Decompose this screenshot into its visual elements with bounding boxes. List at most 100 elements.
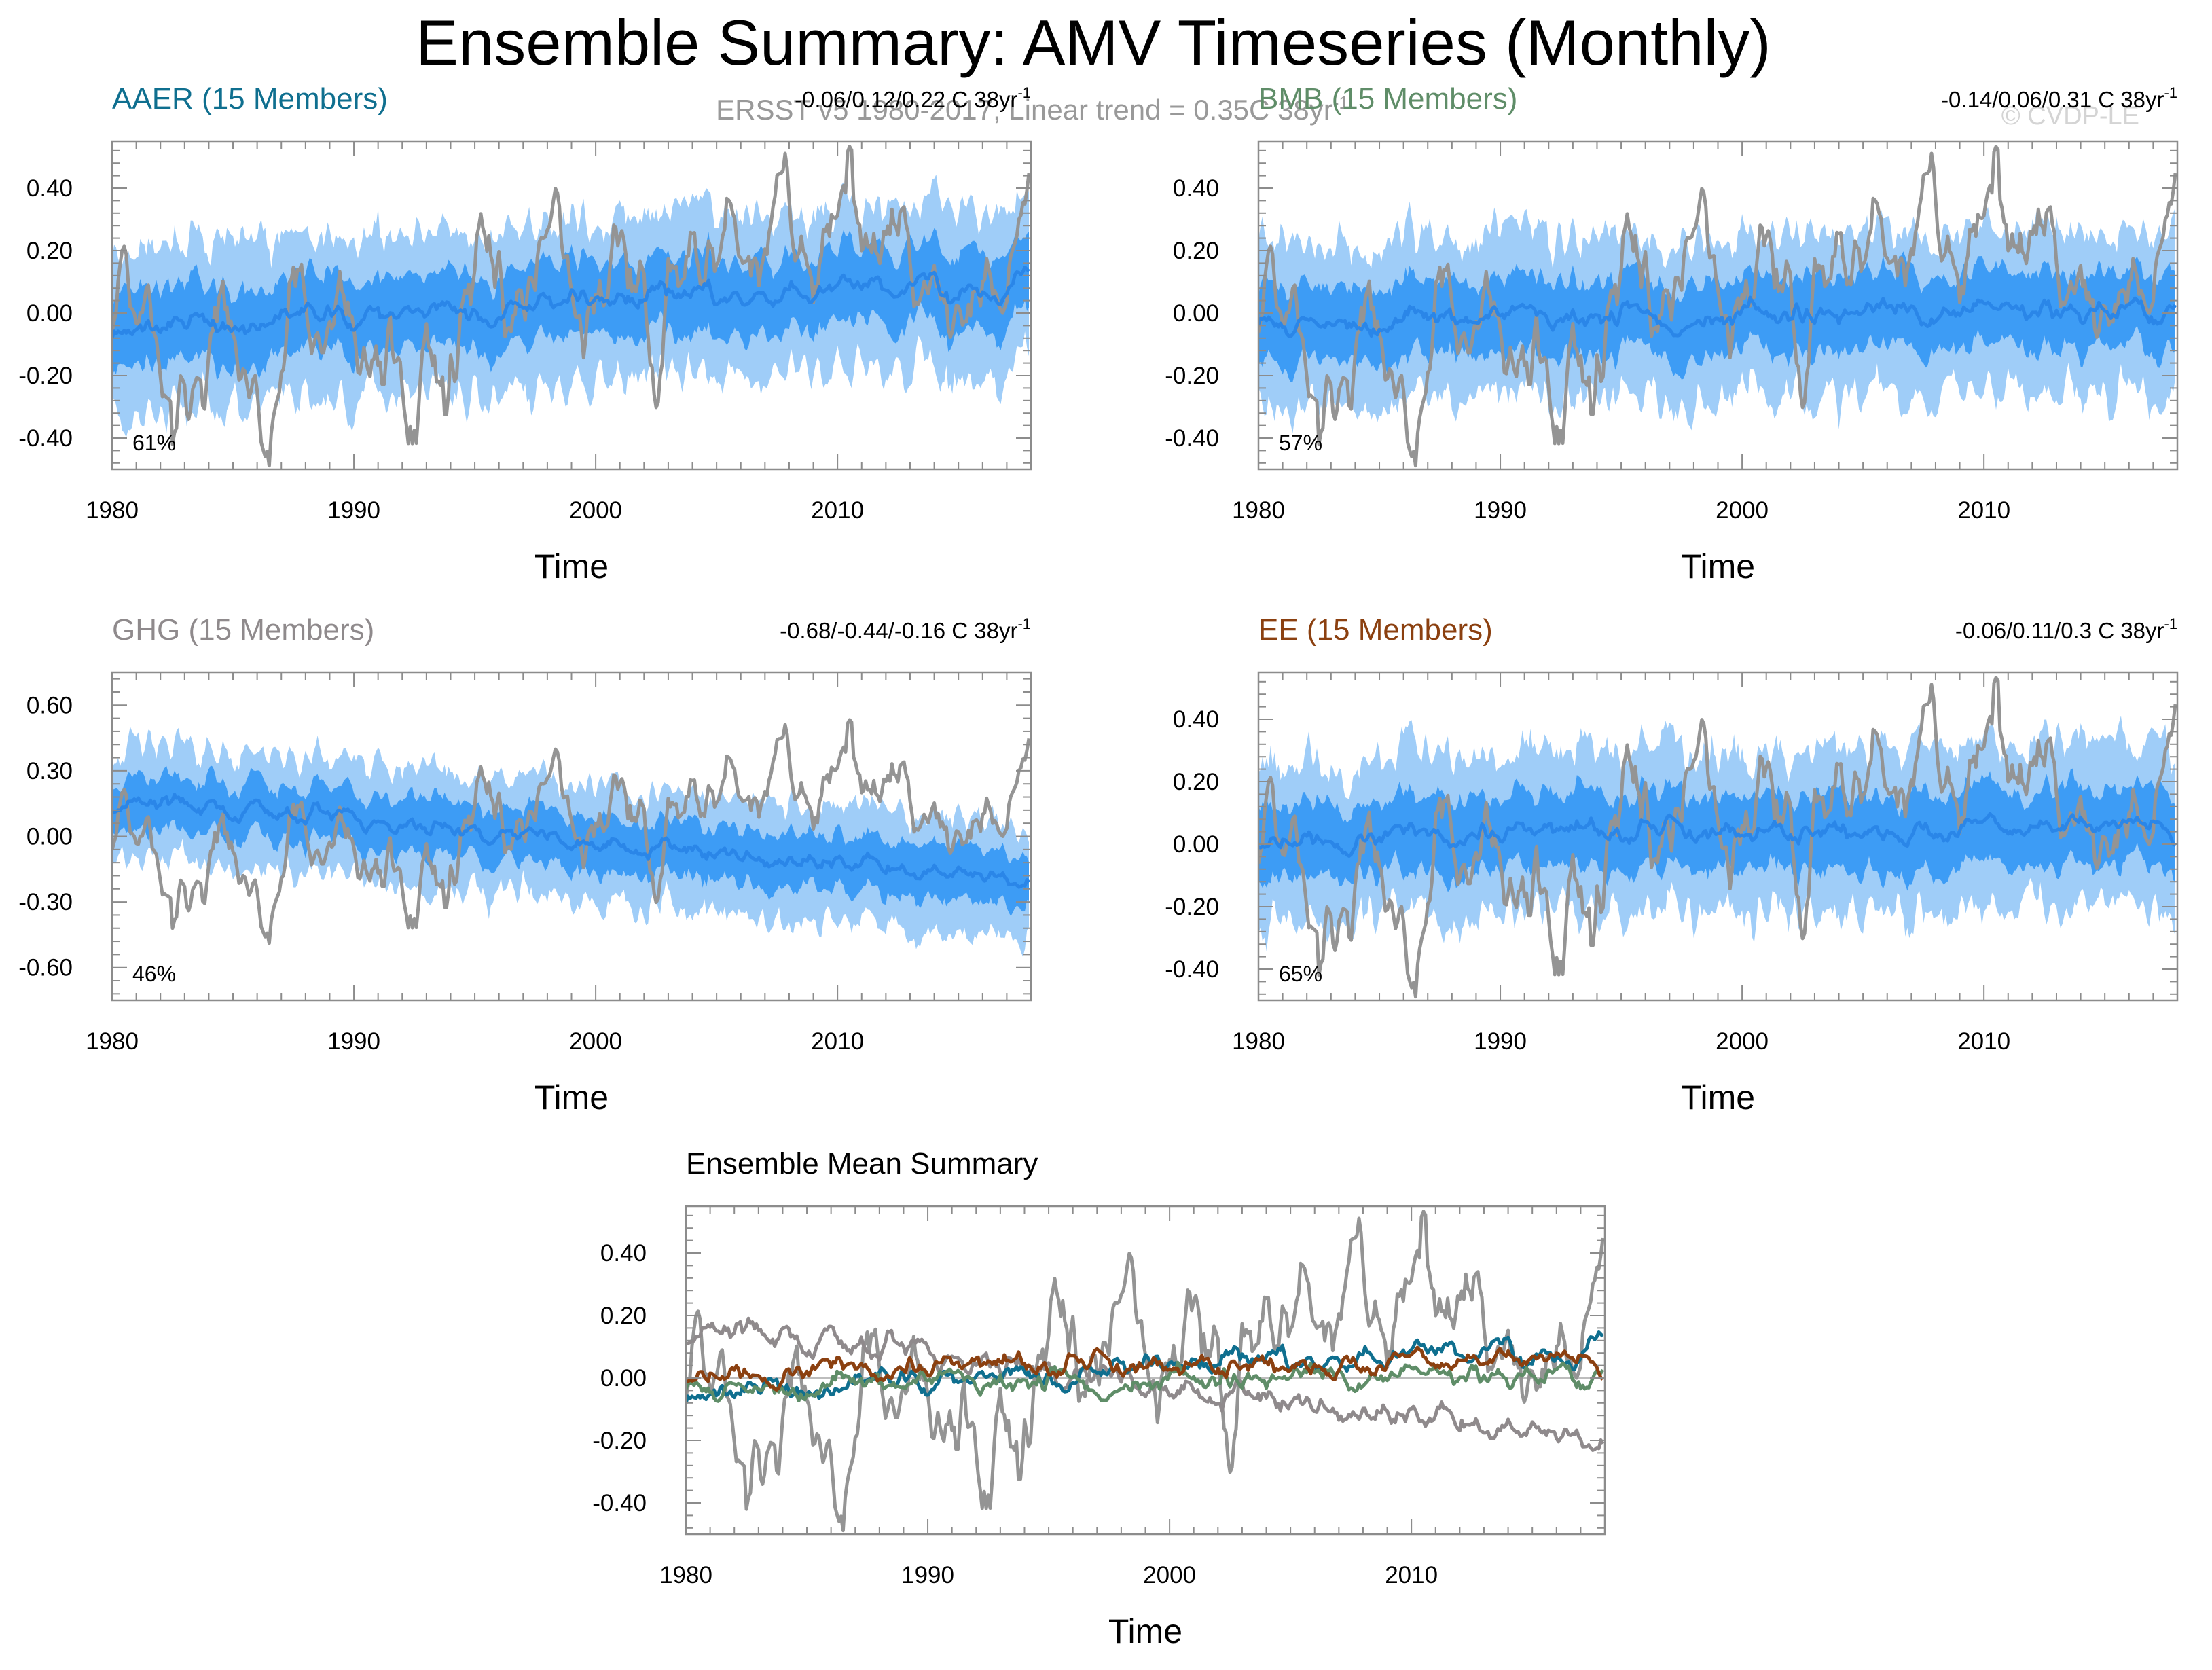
- xtick-label: 2010: [811, 497, 864, 524]
- ens-mean-line-AAER: [112, 266, 1030, 339]
- summary-line-GHG: [686, 1316, 1605, 1452]
- xtick-label: 2010: [1957, 1028, 2010, 1055]
- x-axis-title: Time: [534, 1078, 609, 1117]
- ens-mean-line-EE: [1258, 812, 2177, 858]
- summary-line-observed: [686, 1210, 1605, 1533]
- xtick-label: 1990: [901, 1562, 954, 1589]
- plot-area-AAER: [112, 145, 1031, 468]
- watermark: © CVDP-LE: [2001, 102, 2139, 130]
- xtick-label: 1990: [327, 1028, 380, 1055]
- ytick-label: 0.40: [26, 175, 73, 202]
- xtick-label: 2010: [811, 1028, 864, 1055]
- summary-line-AAER: [686, 1330, 1604, 1404]
- summary-line-EE: [686, 1345, 1604, 1392]
- ens-mean-line-GHG: [112, 793, 1030, 889]
- xtick-label: 1980: [86, 1028, 139, 1055]
- spread-band-inner-BMB: [1258, 251, 2175, 382]
- plot-area-GHG: [112, 718, 1031, 957]
- xtick-label: 2010: [1385, 1562, 1438, 1589]
- trend-exponent: -1: [1017, 615, 1031, 632]
- ytick-label: -0.40: [18, 425, 73, 452]
- trend-exponent: -1: [1017, 84, 1031, 101]
- xtick-label: 1990: [327, 497, 380, 524]
- percent-label: 46%: [132, 962, 176, 986]
- trend-label: -0.06/0.11/0.3 C 38yr-1: [1955, 615, 2177, 643]
- percent-label: 57%: [1279, 431, 1322, 455]
- ytick-label: -0.20: [18, 363, 73, 389]
- panel-ensemble-mean: 1980 1990 2000 2010 -0.40 -0.20 0.00 0.20 0.40 Ti…: [592, 1147, 1606, 1650]
- summary-line-BMB: [686, 1360, 1605, 1403]
- spread-band-inner-AAER: [112, 228, 1029, 380]
- spread-band-inner-EE: [1258, 768, 2175, 892]
- ytick-label: 0.20: [1173, 769, 1219, 795]
- xtick-label: 1990: [1474, 497, 1527, 524]
- xtick-label: 1980: [1232, 497, 1285, 524]
- main-title: Ensemble Summary: AMV Timeseries (Monthl…: [416, 7, 1771, 78]
- trend-value: -0.68/-0.44/-0.16 C 38yr: [780, 618, 1017, 643]
- plot-area-BMB: [1258, 145, 2177, 468]
- ytick-label: -0.20: [592, 1428, 647, 1454]
- trend-label: -0.68/-0.44/-0.16 C 38yr-1: [780, 615, 1031, 643]
- xtick-label: 2000: [569, 1028, 622, 1055]
- xtick-label: 2000: [569, 497, 622, 524]
- trend-value: -0.06/0.11/0.3 C 38yr: [1955, 618, 2164, 643]
- frame-ensemble-mean: [685, 1205, 1606, 1536]
- ytick-label: 0.30: [26, 758, 73, 784]
- panel-BMB: 1980 1990 2000 2010 -0.40 -0.20 0.00 0.20 0.40 Ti…: [1165, 82, 2179, 585]
- ytick-label: 0.00: [26, 300, 73, 327]
- panel-AAER: 1980 1990 2000 2010 -0.40 -0.20 0.00 0.20 0.40 Ti…: [18, 82, 1032, 585]
- obs-subtitle: ERSST v5 1980-2017, Linear trend = 0.35C…: [716, 92, 1349, 126]
- xtick-label: 1980: [1232, 1028, 1285, 1055]
- ytick-label: 0.40: [1173, 175, 1219, 202]
- panel-title: EE (15 Members): [1258, 613, 1493, 647]
- ytick-label: -0.20: [1165, 363, 1219, 389]
- obs-subtitle-exponent: -1: [1333, 92, 1349, 113]
- spread-band-inner-GHG: [112, 765, 1029, 916]
- ytick-label: 0.00: [26, 824, 73, 850]
- ytick-label: -0.20: [1165, 894, 1219, 920]
- ytick-label: -0.40: [1165, 425, 1219, 452]
- xtick-label: 2000: [1143, 1562, 1196, 1589]
- ytick-label: -0.30: [18, 889, 73, 915]
- ytick-label: 0.20: [26, 238, 73, 264]
- trend-exponent: -1: [2164, 84, 2177, 101]
- plot-area-ensemble-mean: [686, 1210, 1605, 1533]
- trend-label: -0.14/0.06/0.31 C 38yr-1: [1941, 84, 2177, 112]
- panel-EE: 1980 1990 2000 2010 -0.40 -0.20 0.00 0.20 0.40 Ti…: [1165, 613, 2179, 1117]
- xtick-label: 1990: [1474, 1028, 1527, 1055]
- trend-value: -0.06/0.12/0.22 C 38yr: [795, 87, 1017, 112]
- panel-title: Ensemble Mean Summary: [686, 1147, 1038, 1180]
- panels: 1980 1990 2000 2010 -0.40 -0.20 0.00 0.20 0.40 Ti…: [18, 82, 2179, 1650]
- ytick-label: 0.40: [600, 1240, 647, 1267]
- xtick-label: 2000: [1716, 497, 1769, 524]
- x-axis-title: Time: [1681, 1078, 1755, 1117]
- plot-area-EE: [1258, 676, 2177, 999]
- trend-label: -0.06/0.12/0.22 C 38yr-1: [795, 84, 1031, 112]
- xtick-label: 2000: [1716, 1028, 1769, 1055]
- panel-title: AAER (15 Members): [112, 82, 388, 115]
- panel-title: GHG (15 Members): [112, 613, 374, 647]
- ytick-label: 0.00: [1173, 831, 1219, 858]
- trend-value: -0.14/0.06/0.31 C 38yr: [1941, 87, 2164, 112]
- ytick-label: 0.60: [26, 692, 73, 719]
- ytick-label: -0.60: [18, 955, 73, 981]
- x-axis-title: Time: [1681, 547, 1755, 585]
- trend-exponent: -1: [2164, 615, 2177, 632]
- ytick-label: 0.40: [1173, 706, 1219, 733]
- observed-line-EE: [1258, 676, 2177, 999]
- panel-GHG: 1980 1990 2000 2010 -0.60 -0.30 0.00 0.30 0.60 Ti…: [18, 613, 1032, 1117]
- ens-mean-line-BMB: [1258, 295, 2177, 338]
- xtick-label: 1980: [86, 497, 139, 524]
- xtick-label: 2010: [1957, 497, 2010, 524]
- x-axis-title: Time: [1108, 1612, 1182, 1650]
- ytick-label: 0.00: [600, 1365, 647, 1392]
- obs-subtitle-text: ERSST v5 1980-2017, Linear trend = 0.35C…: [716, 94, 1333, 126]
- ytick-label: -0.40: [592, 1490, 647, 1517]
- observed-line-BMB: [1258, 145, 2177, 468]
- observed-line-AAER: [112, 145, 1031, 468]
- ytick-label: 0.00: [1173, 300, 1219, 327]
- xtick-label: 1980: [659, 1562, 712, 1589]
- observed-line-GHG: [112, 718, 1031, 945]
- x-axis-title: Time: [534, 547, 609, 585]
